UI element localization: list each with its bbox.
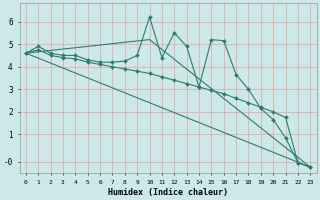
X-axis label: Humidex (Indice chaleur): Humidex (Indice chaleur) xyxy=(108,188,228,197)
